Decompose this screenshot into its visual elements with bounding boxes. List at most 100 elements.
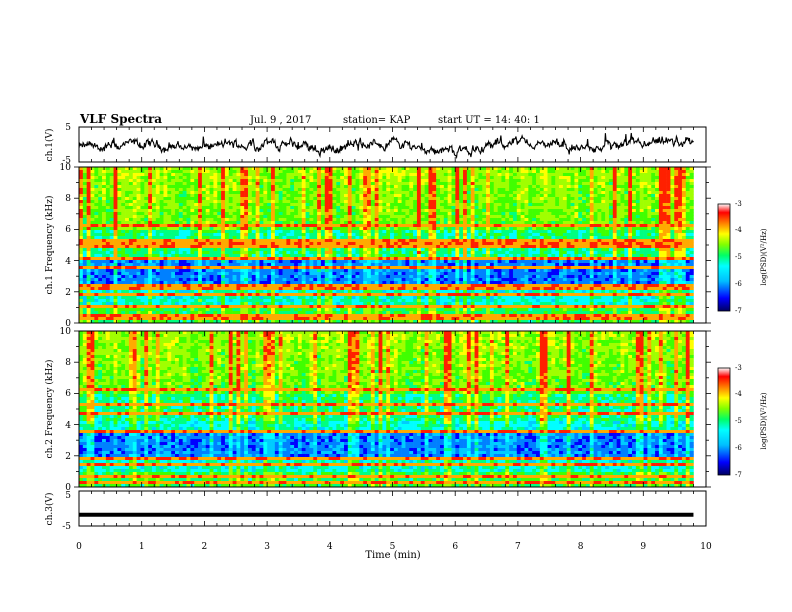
spectrogram-cell [582, 251, 587, 255]
spectrogram-cell [424, 224, 429, 228]
spectrogram-cell [247, 230, 253, 234]
spectrogram-cell [386, 230, 391, 234]
spectrogram-cell [386, 251, 391, 255]
spectrogram-cell [543, 176, 548, 180]
spectrogram-cell [551, 191, 556, 195]
spectrogram-cell [585, 179, 591, 183]
spectrogram-cell [405, 173, 410, 177]
spectrogram-cell [428, 248, 433, 252]
spectrogram-cell [585, 206, 591, 210]
spectrogram-cell [582, 206, 587, 210]
spectrogram-cell [662, 167, 667, 171]
spectrogram-cell [681, 242, 687, 246]
spectrogram-cell [543, 230, 548, 234]
spectrogram-cell [628, 233, 633, 237]
spectrogram-cell [290, 203, 295, 207]
spectrogram-cell [340, 227, 345, 231]
spectrogram-cell [90, 251, 95, 255]
spectrogram-cell [470, 206, 475, 210]
spectrogram-cell [224, 188, 230, 192]
spectrogram-cell [355, 182, 360, 186]
spectrogram-cell [447, 176, 452, 180]
spectrogram-cell [635, 200, 640, 204]
spectrogram-cell [582, 197, 587, 201]
spectrogram-cell [651, 200, 656, 204]
spectrogram-cell [562, 203, 568, 207]
spectrogram-cell [536, 215, 541, 219]
spectrogram-cell [213, 251, 218, 255]
spectrogram-cell [459, 203, 464, 207]
spectrogram-cell [374, 215, 379, 219]
spectrogram-cell [559, 197, 564, 201]
spectrogram-cell [309, 233, 314, 237]
spectrogram-cell [478, 173, 483, 177]
spectrogram-cell [374, 239, 379, 243]
spectrogram-cell [589, 167, 594, 171]
spectrogram-cell [451, 242, 456, 246]
spectrogram-cell [259, 254, 264, 258]
spectrogram-cell [201, 242, 207, 246]
spectrogram-cell [666, 185, 671, 189]
spectrogram-cell [651, 167, 656, 171]
spectrogram-cell [263, 167, 268, 171]
spectrogram-cell [474, 224, 479, 228]
spectrogram-cell [413, 209, 418, 213]
spectrogram-cell [290, 245, 295, 249]
spectrogram-cell [570, 182, 575, 186]
spectrogram-cell [647, 200, 652, 204]
spectrogram-cell [443, 233, 448, 237]
spectrogram-cell [543, 188, 548, 192]
spectrogram-cell [413, 248, 418, 252]
spectrogram-cell [612, 188, 617, 192]
spectrogram-cell [236, 203, 241, 207]
spectrogram-cell [466, 200, 472, 204]
spectrogram-cell [628, 212, 633, 216]
spectrogram-cell [363, 233, 368, 237]
spectrogram-cell [132, 179, 137, 183]
spectrogram-cell [232, 215, 237, 219]
spectrogram-cell [228, 248, 233, 252]
spectrogram-cell [651, 182, 656, 186]
spectrogram-cell [505, 209, 510, 213]
spectrogram-cell [90, 248, 95, 252]
spectrogram-cell [386, 206, 391, 210]
spectrogram-cell [240, 248, 245, 252]
spectrogram-cell [685, 254, 690, 258]
spectrogram-cell [493, 179, 498, 183]
spectrogram-cell [109, 242, 114, 246]
spectrogram-cell [578, 206, 583, 210]
spectrogram-cell [221, 182, 226, 186]
spectrogram-cell [378, 200, 383, 204]
spectrogram-cell [217, 176, 222, 180]
spectrogram-cell [102, 215, 107, 219]
spectrogram-cell [128, 212, 134, 216]
spectrogram-cell [509, 215, 514, 219]
spectrogram-cell [271, 248, 276, 252]
spectrogram-cell [608, 251, 614, 255]
spectrogram-cell [624, 239, 629, 243]
spectrogram-cell [151, 221, 157, 225]
spectrogram-cell [440, 248, 445, 252]
spectrogram-cell [301, 194, 306, 198]
spectrogram-cell [681, 218, 687, 222]
spectrogram-cell [585, 191, 591, 195]
spectrogram-cell [474, 182, 479, 186]
spectrogram-cell [593, 173, 598, 177]
spectrogram-cell [305, 221, 310, 225]
spectrogram-cell [240, 254, 245, 258]
spectrogram-cell [647, 212, 652, 216]
spectrogram-cell [286, 203, 291, 207]
spectrogram-cell [570, 251, 575, 255]
spectrogram-cell [140, 218, 145, 222]
spectrogram-cell [86, 248, 91, 252]
spectrogram-cell [351, 227, 356, 231]
spectrogram-cell [405, 224, 410, 228]
spectrogram-cell [397, 245, 402, 249]
spectrogram-cell [470, 251, 475, 255]
spectrogram-cell [424, 206, 429, 210]
spectrogram-cell [428, 251, 433, 255]
spectrogram-cell [332, 257, 337, 261]
spectrogram-cell [263, 173, 268, 177]
spectrogram-cell [221, 233, 226, 237]
spectrogram-cell [343, 188, 349, 192]
